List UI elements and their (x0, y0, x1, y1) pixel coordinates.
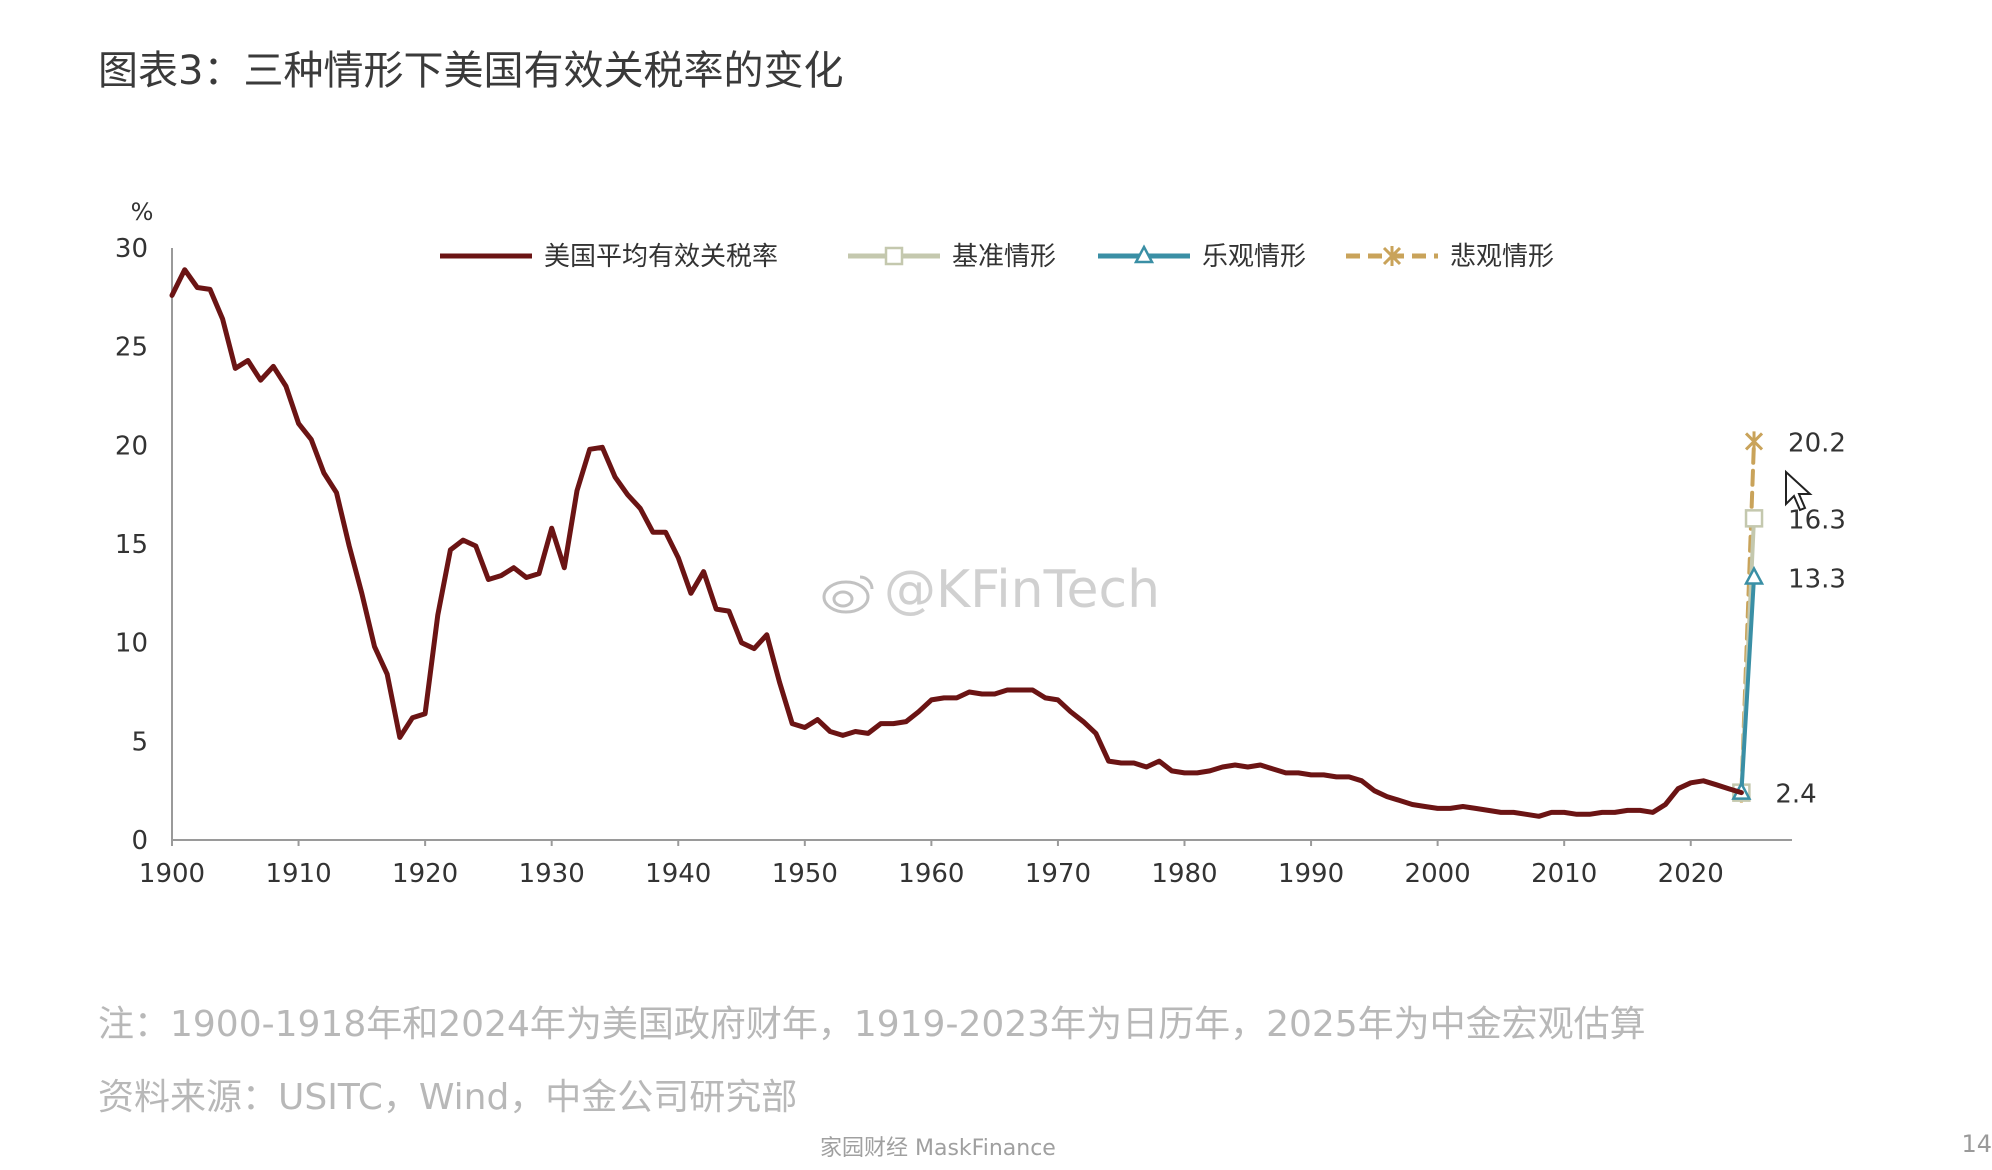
weibo-icon (822, 575, 874, 614)
triangle-marker (1743, 565, 1765, 585)
watermark: @KFinTech (820, 560, 1160, 620)
y-tick-label: 30 (115, 234, 148, 264)
chart-annotations: 20.2 16.3 13.3 2.4 (1775, 428, 1846, 809)
watermark-text: @KFinTech (884, 560, 1161, 620)
x-tick-label: 1920 (392, 859, 458, 889)
chart-title: 图表3：三种情形下美国有效关税率的变化 (98, 48, 844, 94)
chart-axes: 0 5 10 15 20 25 30% 1900 1910 1920 1930 1940 1950 196… (115, 198, 1792, 889)
x-tick-label: 1980 (1151, 859, 1217, 889)
y-tick-label: 15 (115, 530, 148, 560)
chart-source: 资料来源：USITC，Wind，中金公司研究部 (98, 1077, 798, 1118)
data-label: 13.3 (1788, 565, 1846, 595)
star-marker (1744, 431, 1764, 452)
x-tick-label: 1950 (772, 859, 838, 889)
y-tick-label: 5 (131, 727, 148, 757)
data-label: 20.2 (1788, 428, 1846, 458)
x-tick-label: 1970 (1025, 859, 1091, 889)
x-tick-label: 1940 (645, 859, 711, 889)
x-tick-label: 1900 (139, 859, 205, 889)
mouse-cursor-icon (1785, 469, 1813, 512)
legend-label: 乐观情形 (1202, 242, 1306, 272)
page-number: 14 (1961, 1130, 1992, 1158)
chart-legend: 美国平均有效关税率 基准情形 乐观情形 悲观情形 (440, 242, 1554, 272)
chart-series (169, 267, 1765, 819)
legend-label: 美国平均有效关税率 (544, 242, 778, 272)
star-marker (1382, 246, 1402, 266)
x-tick-label: 2000 (1405, 859, 1471, 889)
x-tick-label: 1930 (519, 859, 585, 889)
triangle-marker (1133, 244, 1155, 264)
square-marker (1744, 509, 1764, 528)
x-tick-label: 2010 (1531, 859, 1597, 889)
series-line-2 (1739, 575, 1756, 795)
x-tick-label: 2020 (1658, 859, 1724, 889)
y-tick-label: 25 (115, 333, 148, 363)
data-label: 2.4 (1775, 780, 1816, 810)
chart-note: 注：1900-1918年和2024年为美国政府财年，1919-2023年为日历年… (98, 1004, 1646, 1045)
legend-label: 基准情形 (952, 242, 1056, 272)
x-tick-label: 1910 (265, 859, 331, 889)
y-tick-label: 20 (115, 431, 148, 461)
x-tick-label: 1990 (1278, 859, 1344, 889)
y-axis-label: % (131, 198, 154, 226)
square-marker (884, 246, 904, 266)
x-tick-label: 1960 (898, 859, 964, 889)
y-tick-label: 10 (115, 629, 148, 659)
footer-brand: 家园财经 MaskFinance (820, 1136, 1056, 1161)
data-label: 16.3 (1788, 505, 1846, 535)
legend-label: 悲观情形 (1450, 242, 1554, 272)
series-line-0 (169, 267, 1744, 819)
y-tick-label: 0 (131, 826, 148, 856)
